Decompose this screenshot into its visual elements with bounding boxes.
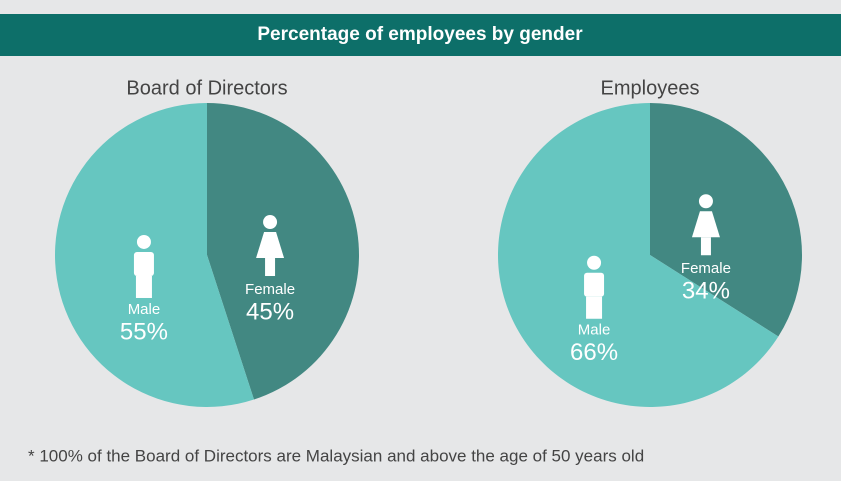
slice-value-label: 34% xyxy=(682,278,730,305)
person-icon-legs xyxy=(586,296,603,319)
slice-value-label: 66% xyxy=(570,339,618,366)
pie-slice xyxy=(650,103,802,337)
pie-title: Board of Directors xyxy=(126,77,287,99)
slice-label: Female xyxy=(681,260,731,277)
person-icon-legs xyxy=(265,258,276,277)
pie-slice xyxy=(54,103,254,407)
slice-label: Male xyxy=(128,301,161,318)
person-icon-head xyxy=(263,215,278,230)
person-icon-head xyxy=(587,255,602,270)
person-icon-body xyxy=(691,211,720,238)
pie-title: Employees xyxy=(601,77,700,99)
person-icon-legs xyxy=(700,237,711,256)
person-icon-head xyxy=(136,234,151,249)
person-icon-body xyxy=(133,251,154,276)
person-icon-body xyxy=(584,272,605,297)
person-icon-legs xyxy=(135,275,152,298)
slice-value-label: 55% xyxy=(120,318,168,345)
slice-label: Male xyxy=(578,322,611,339)
pie-slice xyxy=(497,103,779,408)
header-title: Percentage of employees by gender xyxy=(257,24,583,45)
person-icon-head xyxy=(698,194,713,209)
header-bar xyxy=(0,14,841,56)
slice-value-label: 45% xyxy=(246,298,294,325)
slice-label: Female xyxy=(245,281,295,298)
pie-slice xyxy=(207,103,359,400)
person-icon-body xyxy=(256,232,285,259)
footnote: * 100% of the Board of Directors are Mal… xyxy=(28,446,644,465)
